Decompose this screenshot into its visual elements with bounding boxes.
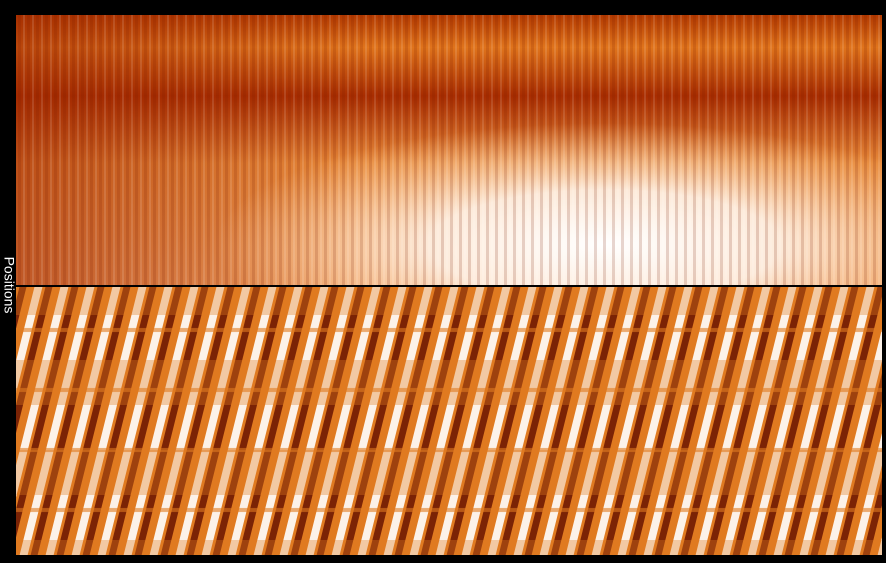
top-panel — [16, 15, 882, 285]
axis-label: Positions — [1, 257, 17, 314]
kymograph-figure: Positions — [0, 0, 886, 563]
bottom-panel — [16, 287, 882, 555]
